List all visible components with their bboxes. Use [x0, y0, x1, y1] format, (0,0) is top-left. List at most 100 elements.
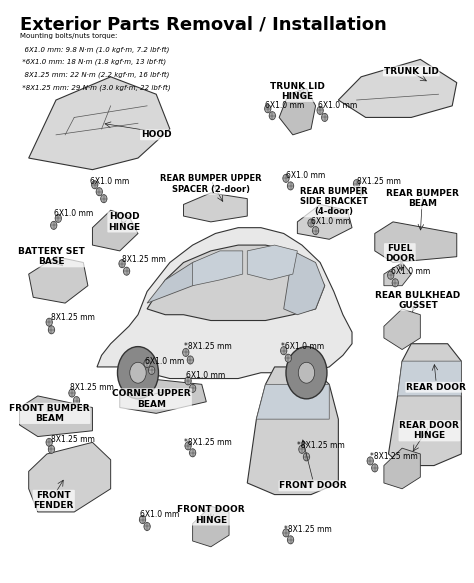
Circle shape [303, 453, 310, 461]
Polygon shape [183, 193, 247, 222]
Circle shape [283, 174, 289, 182]
Circle shape [185, 377, 191, 385]
Text: *6X1.0 mm: 18 N·m (1.8 kgf·m, 13 lbf·ft): *6X1.0 mm: 18 N·m (1.8 kgf·m, 13 lbf·ft) [19, 59, 166, 65]
Text: FUEL
DOOR: FUEL DOOR [385, 244, 415, 264]
Text: 6X1.0 mm: 9.8 N·m (1.0 kgf·m, 7.2 lbf·ft): 6X1.0 mm: 9.8 N·m (1.0 kgf·m, 7.2 lbf·ft… [19, 46, 169, 52]
Circle shape [299, 445, 305, 454]
Text: REAR DOOR: REAR DOOR [406, 382, 466, 392]
Circle shape [119, 259, 125, 268]
Text: *8X1.25 mm: *8X1.25 mm [284, 525, 331, 534]
Text: Exterior Parts Removal / Installation: Exterior Parts Removal / Installation [19, 16, 386, 34]
Text: *8X1.25 mm: *8X1.25 mm [297, 441, 345, 449]
Circle shape [287, 182, 294, 190]
Text: HOOD
HINGE: HOOD HINGE [108, 212, 140, 231]
Text: 8X1.25 mm: 8X1.25 mm [52, 435, 95, 444]
Polygon shape [256, 384, 329, 419]
Circle shape [190, 384, 196, 392]
Polygon shape [247, 367, 338, 494]
Polygon shape [147, 257, 215, 303]
Text: FRONT DOOR
HINGE: FRONT DOOR HINGE [177, 505, 245, 525]
Polygon shape [279, 89, 316, 135]
Circle shape [388, 271, 394, 279]
Circle shape [48, 445, 55, 454]
Polygon shape [29, 257, 88, 303]
Polygon shape [120, 378, 206, 413]
Polygon shape [284, 251, 325, 315]
Circle shape [91, 181, 98, 189]
Polygon shape [384, 262, 411, 286]
Circle shape [118, 347, 158, 399]
Text: 8X1.25 mm: 8X1.25 mm [70, 382, 114, 392]
Polygon shape [192, 251, 243, 286]
Text: *6X1.0 mm: *6X1.0 mm [282, 342, 325, 351]
Text: 8X1.25 mm: 22 N·m (2.2 kgf·m, 16 lbf·ft): 8X1.25 mm: 22 N·m (2.2 kgf·m, 16 lbf·ft) [19, 72, 169, 78]
Text: REAR DOOR
HINGE: REAR DOOR HINGE [400, 421, 459, 440]
Text: 6X1.0 mm: 6X1.0 mm [311, 217, 350, 226]
Text: REAR BUMPER
SIDE BRACKET
(4-door): REAR BUMPER SIDE BRACKET (4-door) [300, 187, 368, 216]
Text: 6X1.0 mm: 6X1.0 mm [286, 171, 325, 180]
Circle shape [185, 442, 191, 450]
Circle shape [130, 362, 146, 383]
Circle shape [144, 359, 150, 367]
Circle shape [286, 347, 327, 399]
Text: Mounting bolts/nuts torque:: Mounting bolts/nuts torque: [19, 33, 117, 39]
Circle shape [285, 354, 292, 362]
Polygon shape [375, 222, 457, 262]
Circle shape [190, 449, 196, 457]
Text: 6X1.0 mm: 6X1.0 mm [54, 209, 93, 217]
Circle shape [372, 464, 378, 472]
Circle shape [100, 195, 107, 203]
Text: 8X1.25 mm: 8X1.25 mm [52, 313, 95, 322]
Text: *8X1.25 mm: *8X1.25 mm [370, 452, 418, 461]
Polygon shape [29, 442, 110, 512]
Circle shape [312, 227, 319, 234]
Text: FRONT DOOR: FRONT DOOR [280, 482, 347, 490]
Text: BATTERY SET
BASE: BATTERY SET BASE [18, 247, 85, 266]
Circle shape [123, 267, 130, 275]
Text: 6X1.0 mm: 6X1.0 mm [265, 101, 305, 110]
Polygon shape [97, 228, 352, 378]
Circle shape [281, 347, 287, 354]
Text: 6X1.0 mm: 6X1.0 mm [318, 101, 357, 110]
Circle shape [182, 349, 189, 356]
Polygon shape [384, 448, 420, 489]
Polygon shape [92, 210, 138, 251]
Text: TRUNK LID: TRUNK LID [384, 66, 438, 76]
Circle shape [283, 529, 289, 537]
Text: 6X1.0 mm: 6X1.0 mm [90, 177, 129, 186]
Text: *8X1.25 mm: 29 N·m (3.0 kgf·m, 22 lbf·ft): *8X1.25 mm: 29 N·m (3.0 kgf·m, 22 lbf·ft… [19, 85, 170, 91]
Text: CORNER UPPER
BEAM: CORNER UPPER BEAM [112, 389, 191, 409]
Circle shape [144, 522, 150, 531]
Polygon shape [297, 205, 352, 239]
Circle shape [354, 180, 360, 188]
Polygon shape [29, 77, 170, 170]
Text: *8X1.25 mm: *8X1.25 mm [183, 342, 231, 351]
Text: 6X1.0 mm: 6X1.0 mm [186, 371, 225, 380]
Polygon shape [19, 396, 92, 437]
Circle shape [392, 279, 399, 287]
Circle shape [51, 222, 57, 230]
Polygon shape [398, 361, 461, 396]
Text: FRONT BUMPER
BEAM: FRONT BUMPER BEAM [9, 403, 90, 423]
Circle shape [317, 107, 323, 114]
Text: 8X1.25 mm: 8X1.25 mm [122, 255, 166, 264]
Circle shape [73, 396, 80, 405]
Circle shape [367, 457, 374, 465]
Circle shape [139, 515, 146, 524]
Circle shape [48, 326, 55, 334]
Polygon shape [247, 245, 297, 280]
Text: 8X1.25 mm: 8X1.25 mm [356, 177, 401, 186]
Polygon shape [147, 245, 325, 321]
Text: 6X1.0 mm: 6X1.0 mm [145, 357, 184, 366]
Text: HOOD: HOOD [141, 131, 172, 139]
Circle shape [358, 187, 365, 195]
Circle shape [287, 536, 294, 544]
Circle shape [55, 215, 62, 223]
Circle shape [96, 188, 102, 196]
Circle shape [46, 318, 52, 326]
Circle shape [69, 389, 75, 397]
Text: REAR BUMPER
BEAM: REAR BUMPER BEAM [386, 189, 459, 208]
Text: *8X1.25 mm: *8X1.25 mm [183, 438, 231, 447]
Circle shape [187, 356, 193, 364]
Circle shape [308, 219, 314, 227]
